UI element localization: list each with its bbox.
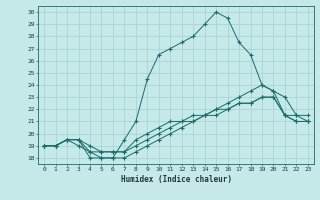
X-axis label: Humidex (Indice chaleur): Humidex (Indice chaleur) [121, 175, 231, 184]
